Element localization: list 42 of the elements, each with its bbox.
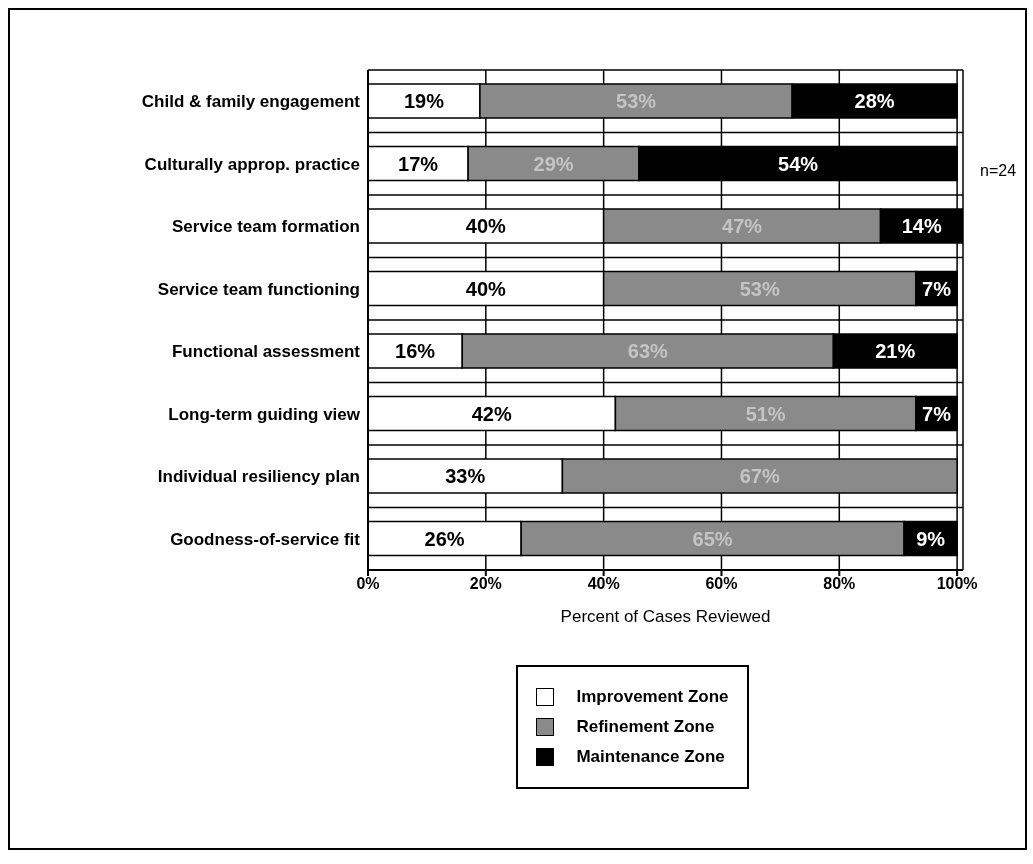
data-label: 9% <box>915 527 945 550</box>
data-label: 29% <box>533 152 574 175</box>
data-label: 7% <box>921 402 951 425</box>
y-tick-label: Long-term guiding view <box>167 404 361 424</box>
y-tick-label: Service team formation <box>171 217 360 237</box>
x-tick-label: 100% <box>936 575 978 593</box>
y-tick-label: Goodness-of-service fit <box>169 529 360 549</box>
x-tick-label: 0% <box>355 575 380 593</box>
data-label: 33% <box>444 465 485 487</box>
y-tick-label: Service team functioning <box>157 279 360 299</box>
data-label: 26% <box>424 527 465 550</box>
data-label: 16% <box>394 340 435 362</box>
data-label: 42% <box>471 402 512 425</box>
data-label: 14% <box>901 215 942 237</box>
x-tick-label: 80% <box>822 575 855 593</box>
data-label: 67% <box>739 465 780 487</box>
data-label: 40% <box>465 215 506 237</box>
legend-label: Maintenance Zone <box>576 747 725 767</box>
legend-label: Improvement Zone <box>576 687 729 707</box>
y-tick-label: Functional assessment <box>171 342 360 362</box>
data-label: 7% <box>921 277 951 300</box>
y-tick-label: Child & family engagement <box>141 92 360 112</box>
x-tick-label: 60% <box>704 575 737 593</box>
data-label: 19% <box>403 90 444 112</box>
data-label: 28% <box>854 90 895 112</box>
text: n=24 <box>980 162 1017 180</box>
data-label: 53% <box>615 90 656 112</box>
x-axis-title: Percent of Cases Reviewed <box>560 607 770 626</box>
data-label: 53% <box>739 277 780 300</box>
x-tick-label: 40% <box>587 575 620 593</box>
data-label: 17% <box>397 152 438 175</box>
data-label: 63% <box>627 340 668 362</box>
legend-label: Refinement Zone <box>576 717 715 737</box>
data-label: 51% <box>745 402 786 425</box>
data-label: 54% <box>777 152 818 175</box>
y-tick-label: Individual resiliency plan <box>157 467 360 487</box>
data-label: 47% <box>721 215 762 237</box>
y-tick-label: Culturally approp. practice <box>144 154 360 174</box>
data-label: 65% <box>692 527 733 550</box>
data-label: 21% <box>874 340 915 362</box>
data-label: 40% <box>465 277 506 300</box>
x-tick-label: 20% <box>469 575 502 593</box>
